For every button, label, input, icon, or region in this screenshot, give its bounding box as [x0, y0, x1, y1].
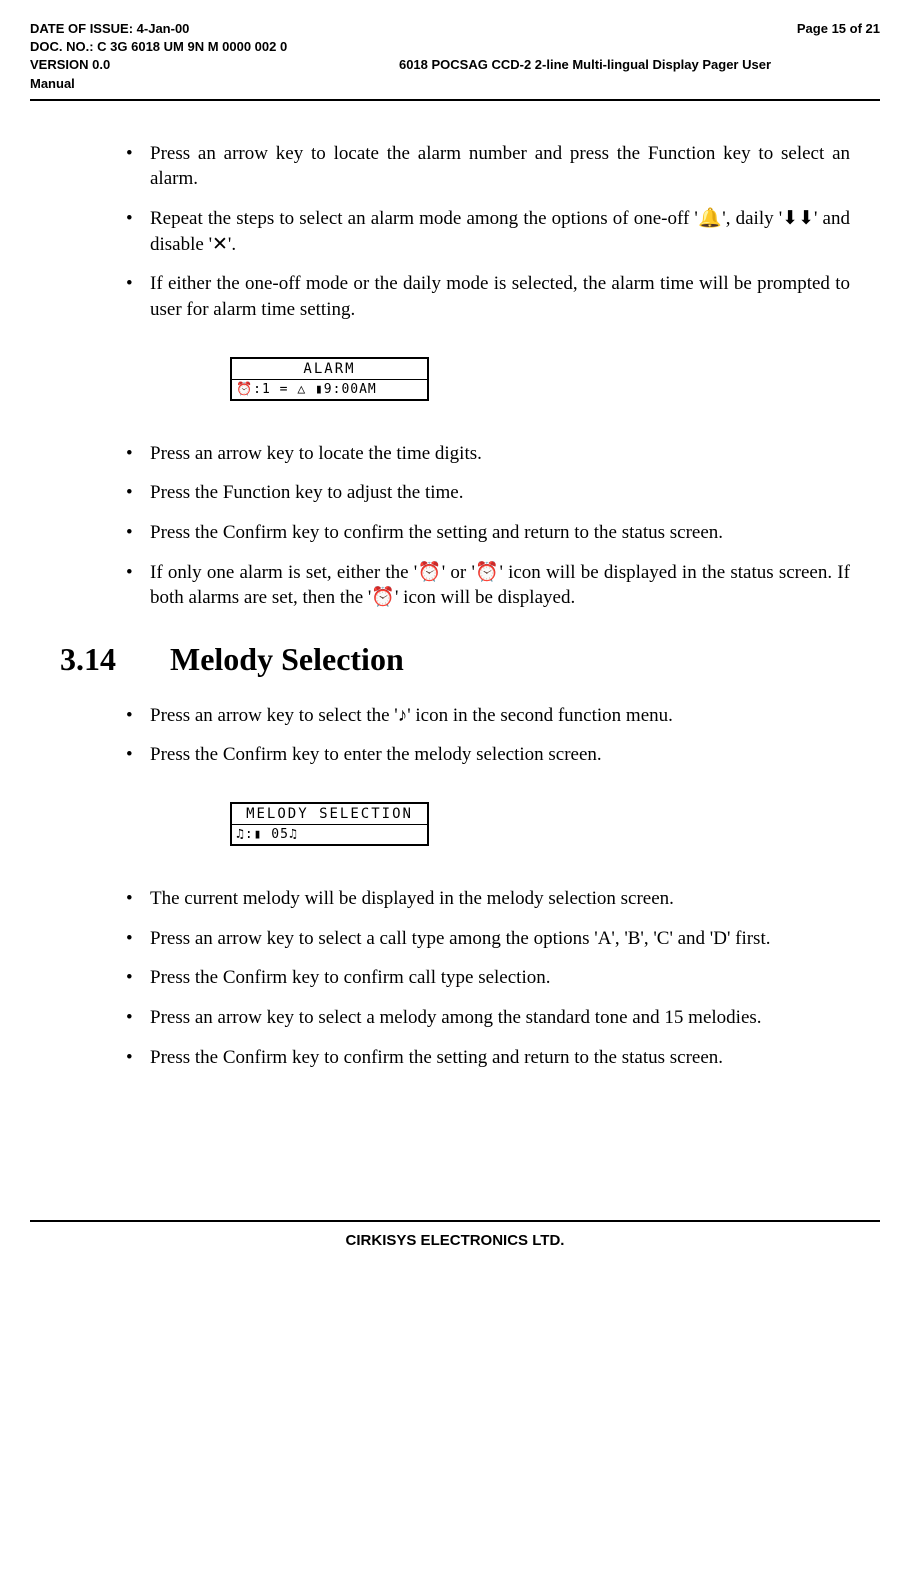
disable-icon: ✕: [212, 234, 228, 255]
bullet-text: Press the Confirm key to enter the melod…: [150, 744, 602, 765]
list-item: If either the one-off mode or the daily …: [120, 271, 850, 322]
list-item: The current melody will be displayed in …: [120, 886, 850, 912]
lcd-content: ♫:▮ 05♫: [232, 825, 427, 844]
bullet-text: Press an arrow key to locate the time di…: [150, 443, 482, 464]
bullet-text: Press the Confirm key to confirm the set…: [150, 522, 723, 543]
note-icon: ♪: [398, 705, 408, 726]
page-container: DATE OF ISSUE: 4-Jan-00 Page 15 of 21 DO…: [0, 0, 910, 1269]
bullet-text: Press the Function key to adjust the tim…: [150, 482, 463, 503]
list-item: Press the Confirm key to confirm the set…: [120, 520, 850, 546]
bullet-list-3: Press an arrow key to select the '♪' ico…: [120, 703, 850, 768]
alarm12-icon: ⏰: [371, 587, 395, 608]
header-date: DATE OF ISSUE: 4-Jan-00: [30, 20, 189, 38]
alarm1-icon: ⏰: [417, 562, 442, 583]
list-item: Repeat the steps to select an alarm mode…: [120, 206, 850, 257]
list-item: Press the Confirm key to confirm call ty…: [120, 965, 850, 991]
bullet-text: Press an arrow key to locate the alarm n…: [150, 143, 850, 190]
bullet-text: Press an arrow key to select a melody am…: [150, 1007, 762, 1028]
list-item: Press an arrow key to select a melody am…: [120, 1005, 850, 1031]
bullet-text: Repeat the steps to select an alarm mode…: [150, 208, 698, 229]
header-page: Page 15 of 21: [797, 20, 880, 38]
bullet-text: '.: [228, 234, 236, 255]
bullet-text: If either the one-off mode or the daily …: [150, 273, 850, 320]
header-manual: Manual: [30, 75, 75, 93]
bullet-text: ', daily ': [722, 208, 782, 229]
list-item: Press an arrow key to locate the alarm n…: [120, 141, 850, 192]
section-title: Melody Selection: [170, 641, 404, 677]
list-item: Press the Confirm key to enter the melod…: [120, 742, 850, 768]
footer-divider: [30, 1220, 880, 1222]
list-item: Press an arrow key to select a call type…: [120, 926, 850, 952]
lcd-alarm-screen: ALARM ⏰:1 = △ ▮9:00AM: [230, 357, 429, 401]
header-version: VERSION 0.0: [30, 56, 290, 74]
header-divider: [30, 99, 880, 101]
section-heading: 3.14Melody Selection: [60, 641, 850, 678]
bullet-text: Press the Confirm key to confirm the set…: [150, 1047, 723, 1068]
page-footer: CIRKISYS ELECTRONICS LTD.: [30, 1232, 880, 1249]
bullet-list-4: The current melody will be displayed in …: [120, 886, 850, 1070]
list-item: Press an arrow key to locate the time di…: [120, 441, 850, 467]
bullet-text: Press an arrow key to select the ': [150, 705, 398, 726]
lcd-title: ALARM: [232, 359, 427, 380]
bullet-text: If only one alarm is set, either the ': [150, 562, 417, 583]
bullet-text: Press an arrow key to select a call type…: [150, 928, 770, 949]
list-item: Press the Function key to adjust the tim…: [120, 480, 850, 506]
list-item: Press the Confirm key to confirm the set…: [120, 1045, 850, 1071]
header-docno: DOC. NO.: C 3G 6018 UM 9N M 0000 002 0: [30, 38, 287, 56]
bullet-text: ' icon in the second function menu.: [407, 705, 673, 726]
list-item: If only one alarm is set, either the '⏰'…: [120, 560, 850, 611]
content-area: Press an arrow key to locate the alarm n…: [30, 141, 880, 1071]
lcd-content: ⏰:1 = △ ▮9:00AM: [232, 380, 427, 399]
bullet-text: ' icon will be displayed.: [395, 587, 575, 608]
bullet-list-1: Press an arrow key to locate the alarm n…: [120, 141, 850, 323]
bell-icon: 🔔: [698, 208, 722, 229]
bullet-list-2: Press an arrow key to locate the time di…: [120, 441, 850, 611]
bullet-text: ' or ': [442, 562, 475, 583]
page-header: DATE OF ISSUE: 4-Jan-00 Page 15 of 21 DO…: [30, 20, 880, 93]
section-number: 3.14: [60, 641, 170, 678]
alarm2-icon: ⏰: [475, 562, 500, 583]
bullet-text: The current melody will be displayed in …: [150, 888, 674, 909]
bullet-text: Press the Confirm key to confirm call ty…: [150, 967, 550, 988]
lcd-title: MELODY SELECTION: [232, 804, 427, 825]
lcd-melody-screen: MELODY SELECTION ♫:▮ 05♫: [230, 802, 429, 846]
list-item: Press an arrow key to select the '♪' ico…: [120, 703, 850, 729]
daily-icon: ⬇⬇: [782, 208, 814, 229]
header-title: 6018 POCSAG CCD-2 2-line Multi-lingual D…: [290, 56, 880, 74]
